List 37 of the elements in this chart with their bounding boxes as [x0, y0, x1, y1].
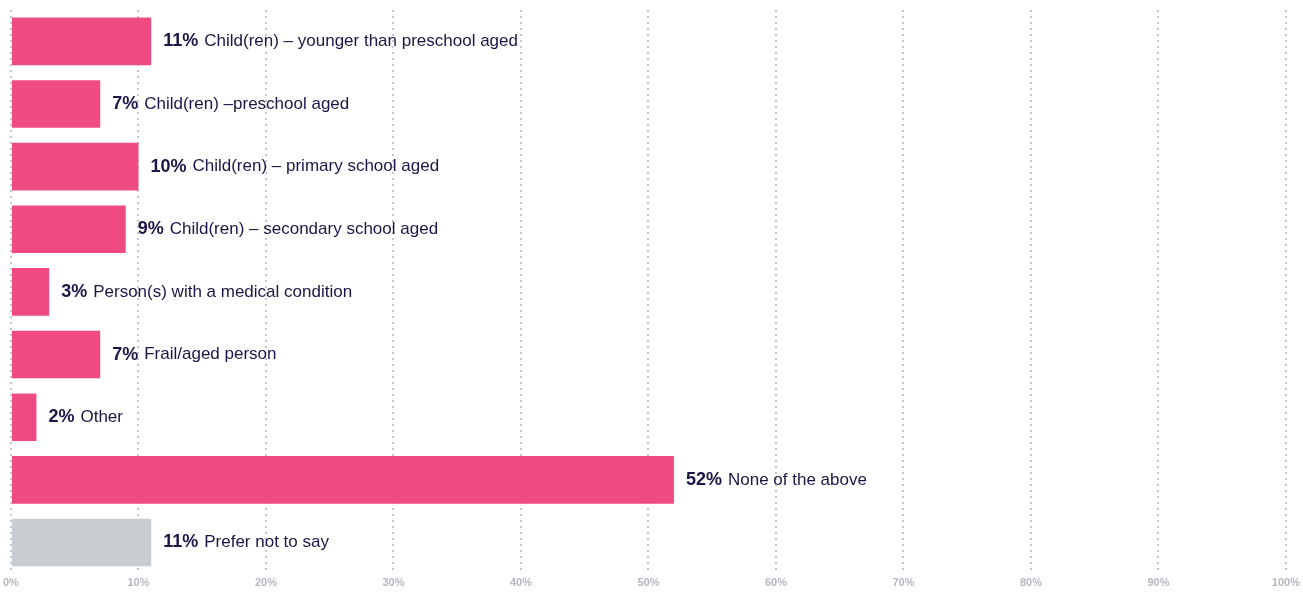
- x-tick-label: 70%: [892, 576, 915, 589]
- x-tick-label: 50%: [637, 576, 660, 589]
- x-tick-label: 60%: [764, 576, 788, 589]
- x-tick-label: 0%: [3, 576, 20, 589]
- data-label: 52%: [685, 468, 722, 489]
- data-label: 9%: [137, 218, 164, 239]
- bar: [11, 456, 674, 504]
- x-tick-label: 80%: [1019, 576, 1043, 589]
- data-label: 10%: [150, 155, 187, 176]
- y-tick-label: Other: [80, 406, 124, 426]
- bar: [11, 80, 101, 128]
- bar: [11, 205, 126, 254]
- data-label: 7%: [112, 343, 139, 364]
- y-tick-label: Frail/aged person: [144, 344, 277, 364]
- x-tick-label: 40%: [509, 576, 533, 589]
- y-tick-label: Child(ren) – primary school aged: [192, 156, 440, 176]
- x-tick-label: 90%: [1147, 576, 1170, 589]
- y-tick-label: Prefer not to say: [204, 532, 330, 552]
- bar: [11, 17, 152, 66]
- x-tick-label: 10%: [127, 576, 150, 589]
- bar: [11, 268, 50, 316]
- y-tick-label: Child(ren) –preschool aged: [144, 93, 350, 113]
- y-tick-label: Child(ren) – younger than preschool aged: [204, 31, 518, 51]
- data-label: 11%: [163, 531, 199, 552]
- data-label: 7%: [112, 92, 139, 113]
- data-label: 2%: [48, 406, 75, 427]
- y-tick-label: Child(ren) – secondary school aged: [169, 218, 439, 238]
- x-tick-label: 30%: [382, 576, 405, 589]
- x-tick-label: 100%: [1271, 576, 1301, 589]
- bar: [11, 142, 139, 191]
- data-label: 11%: [163, 30, 199, 51]
- x-tick-label: 20%: [254, 576, 278, 589]
- bar: [11, 330, 101, 379]
- y-tick-label: Person(s) with a medical condition: [93, 281, 353, 301]
- y-tick-label: None of the above: [727, 469, 867, 489]
- bar: [11, 393, 37, 441]
- data-label: 3%: [61, 280, 88, 301]
